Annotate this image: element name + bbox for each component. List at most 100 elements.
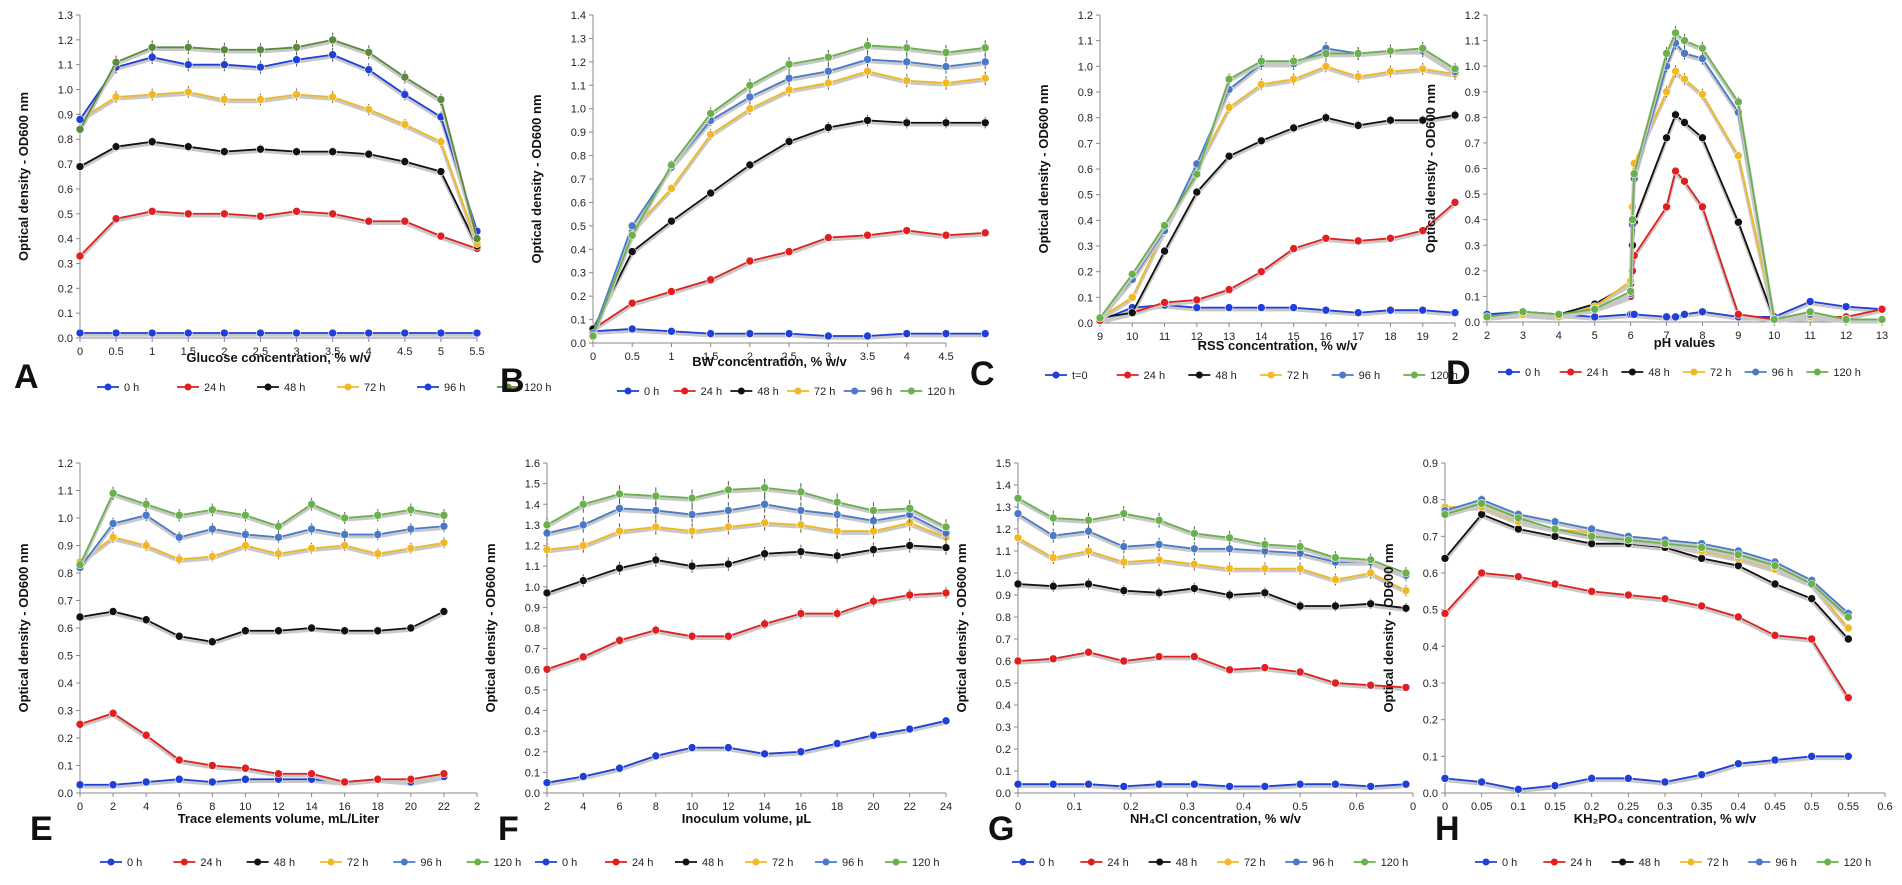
series-24-h <box>542 587 951 674</box>
x-tick-label: 1.5 <box>703 351 718 363</box>
data-point <box>1386 67 1395 76</box>
data-point <box>706 329 715 338</box>
y-tick-label: 0.6 <box>571 197 586 209</box>
series-0-h <box>1440 752 1853 794</box>
data-point <box>1331 575 1340 584</box>
data-point <box>1662 49 1671 58</box>
series-120-h <box>1482 26 1887 324</box>
series-96-h <box>75 509 449 573</box>
series-72-h <box>588 64 990 338</box>
chart-panel-D: 0.0 0.1 0.2 0.3 0.4 0.5 0.6 0.7 0.8 0.9 1.0 1.1 1.2 2… <box>1423 10 1888 392</box>
data-point <box>941 588 951 598</box>
data-point <box>1844 623 1853 633</box>
x-tick-label: 12 <box>722 801 734 813</box>
data-point <box>1550 517 1560 526</box>
x-tick-label: 0.1 <box>1511 801 1526 813</box>
legend-label: 120 h <box>1844 857 1872 869</box>
chart-panel-H: 0.0 0.1 0.2 0.3 0.4 0.5 0.6 0.7 0.8 0.9 0 0.05 0.1 0.… <box>1381 458 1893 869</box>
series-shadow <box>1099 115 1456 322</box>
y-tick-label: 1.2 <box>1078 10 1093 22</box>
data-point <box>588 331 598 341</box>
data-point <box>328 147 337 156</box>
y-tick-label: 0.3 <box>525 726 540 738</box>
legend: 0 h 24 h 48 h 72 h 96 h 120 h <box>100 857 521 869</box>
data-point <box>578 520 588 530</box>
y-tick-label: 0.1 <box>525 767 540 779</box>
data-point <box>1587 774 1596 783</box>
data-point <box>1518 307 1528 317</box>
y-tick-label: 0.3 <box>571 268 586 280</box>
data-point <box>1119 656 1129 666</box>
data-point <box>292 90 301 99</box>
data-point <box>1048 779 1058 789</box>
x-tick-label: 0.5 <box>108 346 123 358</box>
data-point <box>75 328 85 338</box>
data-point <box>256 211 265 221</box>
data-point <box>1154 555 1164 565</box>
data-point <box>364 65 374 74</box>
data-point <box>1154 588 1164 598</box>
legend-swatch-marker <box>1567 368 1575 376</box>
y-tick-label: 0.8 <box>525 623 540 635</box>
x-tick-label: 24 <box>940 801 952 813</box>
data-point <box>274 626 283 636</box>
legend-label: 72 h <box>1707 857 1728 869</box>
data-point <box>340 626 349 636</box>
data-point <box>1119 782 1129 791</box>
data-point <box>1624 535 1633 545</box>
legend-swatch-marker <box>1687 858 1695 866</box>
data-point <box>400 216 410 226</box>
data-point <box>1807 579 1816 589</box>
y-tick-label: 0.3 <box>1465 240 1480 252</box>
y-tick-label: 0.9 <box>1423 458 1438 470</box>
y-tick-label: 0.8 <box>571 151 586 163</box>
data-point <box>1224 74 1234 84</box>
legend-label: 0 h <box>644 386 659 398</box>
series-shadow <box>1099 203 1457 325</box>
legend-label: 96 h <box>420 857 441 869</box>
data-point <box>1628 215 1637 224</box>
data-point <box>75 780 85 790</box>
legend-label: 0 h <box>1525 367 1540 379</box>
x-tick-label: 0.2 <box>1584 801 1599 813</box>
data-point <box>436 137 446 147</box>
data-point <box>1289 56 1298 66</box>
data-point <box>108 488 118 498</box>
data-point <box>1119 557 1129 567</box>
y-tick-label: 0.4 <box>58 678 73 690</box>
data-point <box>1477 568 1486 578</box>
x-tick-label: 4.5 <box>397 346 412 358</box>
data-point <box>760 549 769 559</box>
y-tick-label: 0.6 <box>1465 164 1480 176</box>
data-point <box>687 493 697 503</box>
data-point <box>1401 586 1411 595</box>
x-tick-label: 0.6 <box>1349 801 1364 813</box>
series-line <box>79 91 478 244</box>
data-point <box>292 206 301 216</box>
data-point <box>1321 49 1331 58</box>
data-point <box>1386 115 1395 125</box>
data-point <box>905 504 915 513</box>
data-point <box>147 137 157 147</box>
y-tick-label: 0.1 <box>571 315 586 327</box>
legend-label: 96 h <box>1772 367 1793 379</box>
data-point <box>141 730 151 740</box>
series-48-h <box>75 607 449 647</box>
data-point <box>1734 550 1743 559</box>
data-point <box>436 95 446 104</box>
data-point <box>1662 312 1671 322</box>
x-tick-label: 0.4 <box>1731 801 1746 813</box>
y-tick-label: 0.2 <box>571 291 586 303</box>
y-axis-label: Optical density - OD600 nm <box>1423 84 1438 253</box>
legend-label: 48 h <box>274 857 295 869</box>
data-point <box>1127 308 1137 318</box>
series-line <box>1486 70 1882 321</box>
y-tick-label: 0.5 <box>525 685 540 697</box>
series-shadow <box>546 488 947 531</box>
x-axis-label: pH values <box>1654 335 1715 350</box>
y-tick-label: 0.7 <box>1078 138 1093 150</box>
data-point <box>863 55 872 64</box>
data-point <box>1386 46 1395 56</box>
legend-swatch-marker <box>1087 858 1095 866</box>
data-point <box>292 42 301 52</box>
